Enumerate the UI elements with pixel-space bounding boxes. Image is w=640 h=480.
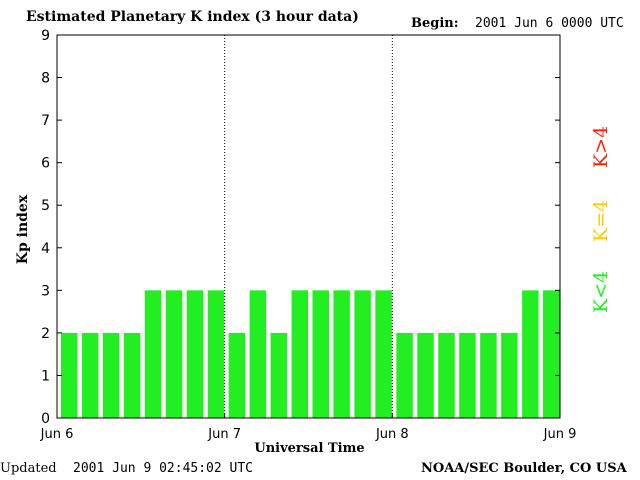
kp-bar [417,332,434,418]
kp-bar [291,290,308,418]
x-tick-label: Jun 8 [375,427,409,442]
y-tick-label: 5 [41,198,50,214]
legend-low-label: K<4 [590,270,612,313]
kp-bar [270,332,288,418]
chart-title: Estimated Planetary K index (3 hour data… [26,9,359,25]
y-axis-label: Kp index [15,194,31,264]
kp-bar [102,332,120,418]
kp-bar [249,290,267,418]
y-tick-label: 1 [41,368,50,384]
begin-value: 2001 Jun 6 0000 UTC [475,16,624,31]
kp-bar [228,332,246,418]
kp-bar [480,332,497,418]
updated-value: 2001 Jun 9 02:45:02 UTC [73,461,254,476]
source-credit: NOAA/SEC Boulder, CO USA [421,461,627,476]
y-tick-label: 9 [41,28,50,44]
y-tick-label: 8 [41,71,50,87]
updated-label: Updated [0,461,57,476]
kp-bar [543,290,560,418]
kp-bar [61,332,78,418]
x-axis-label: Universal Time [254,441,364,456]
y-tick-label: 0 [41,411,50,427]
y-tick-label: 7 [41,113,50,129]
x-tick-label: Jun 6 [40,427,74,442]
x-tick-label: Jun 9 [543,427,577,442]
x-tick-label: Jun 7 [207,427,241,442]
kp-bar [123,332,141,418]
y-tick-label: 2 [41,326,50,342]
kp-bar [207,290,225,418]
kp-bar [144,290,162,418]
kp-bar [312,290,329,418]
kp-bar [438,332,455,418]
begin-label: Begin: [411,16,459,31]
y-tick-label: 6 [41,156,50,172]
kp-bar [501,332,518,418]
plot-frame [56,34,561,419]
kp-bar [354,290,371,418]
kp-bar [459,332,476,418]
y-tick-label: 3 [41,283,50,299]
kp-bar [81,332,99,418]
kp-bar [333,290,350,418]
kp-bar [375,290,392,418]
kp-bar [165,290,183,418]
kp-bar [522,290,539,418]
y-tick-label: 4 [41,241,50,257]
legend-mid-label: K=4 [590,199,612,242]
kp-bar [396,332,413,418]
kp-bar [186,290,204,418]
legend-high-label: K>4 [590,125,612,168]
